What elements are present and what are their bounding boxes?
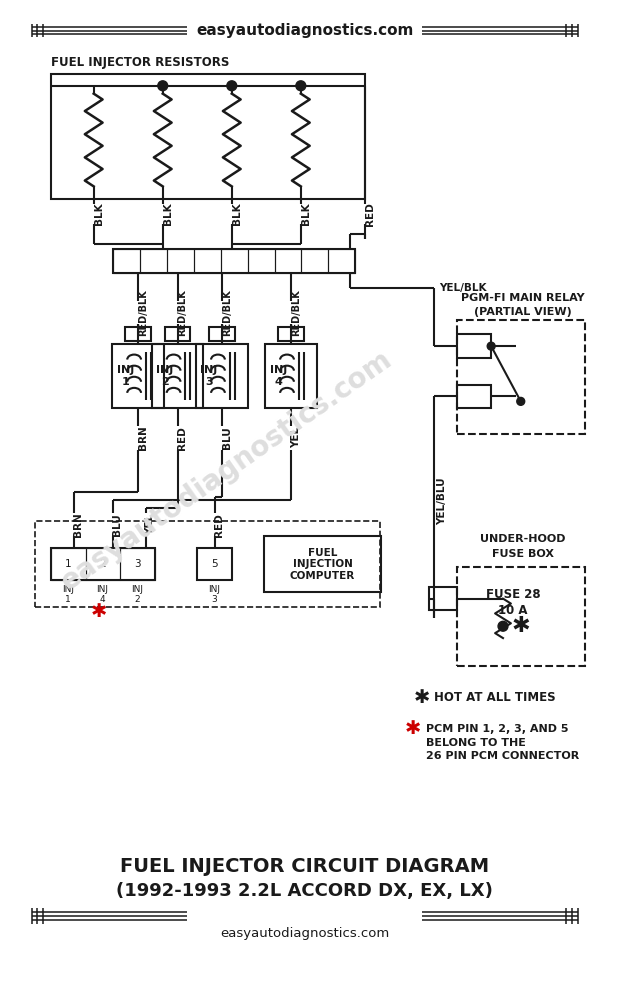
Circle shape bbox=[227, 81, 237, 91]
Bar bbox=[248, 249, 274, 273]
Text: ✱: ✱ bbox=[414, 688, 431, 707]
Bar bbox=[265, 536, 381, 592]
Text: BLK: BLK bbox=[301, 203, 311, 225]
Text: BLK: BLK bbox=[94, 203, 104, 225]
Text: easyautodiagnostics.com: easyautodiagnostics.com bbox=[196, 23, 413, 38]
Bar bbox=[86, 548, 121, 580]
Bar bbox=[114, 249, 140, 273]
Text: YEL/BLU: YEL/BLU bbox=[437, 477, 447, 525]
Text: INJ
1: INJ 1 bbox=[117, 365, 134, 387]
Bar bbox=[457, 385, 491, 408]
Text: FUSE 28: FUSE 28 bbox=[486, 588, 540, 601]
Text: RED/BLK: RED/BLK bbox=[222, 289, 232, 336]
Text: 2: 2 bbox=[99, 559, 106, 569]
Text: INJ
2: INJ 2 bbox=[131, 585, 143, 604]
Text: INJ
3: INJ 3 bbox=[200, 365, 218, 387]
Text: 26 PIN PCM CONNECTOR: 26 PIN PCM CONNECTOR bbox=[426, 751, 579, 761]
Text: (PARTIAL VIEW): (PARTIAL VIEW) bbox=[474, 307, 572, 317]
Bar bbox=[457, 567, 585, 666]
Text: (1992-1993 2.2L ACCORD DX, EX, LX): (1992-1993 2.2L ACCORD DX, EX, LX) bbox=[116, 882, 493, 900]
Text: RED/BLK: RED/BLK bbox=[291, 289, 301, 336]
Bar bbox=[209, 327, 235, 341]
Text: ✱: ✱ bbox=[512, 616, 530, 636]
Bar bbox=[197, 548, 232, 580]
Bar bbox=[429, 587, 457, 610]
Bar bbox=[457, 320, 585, 434]
Text: 10 A: 10 A bbox=[498, 604, 528, 617]
Bar bbox=[121, 548, 155, 580]
Text: PCM PIN 1, 2, 3, AND 5: PCM PIN 1, 2, 3, AND 5 bbox=[426, 724, 569, 734]
Bar bbox=[165, 327, 190, 341]
Text: BRN: BRN bbox=[73, 512, 83, 537]
Text: HOT AT ALL TIMES: HOT AT ALL TIMES bbox=[434, 691, 556, 704]
Text: RED/BLK: RED/BLK bbox=[138, 289, 148, 336]
Bar bbox=[197, 344, 248, 408]
Bar bbox=[457, 334, 491, 358]
Circle shape bbox=[487, 342, 495, 350]
Text: UNDER-HOOD: UNDER-HOOD bbox=[480, 534, 565, 544]
Circle shape bbox=[296, 81, 306, 91]
Text: BLK: BLK bbox=[232, 203, 242, 225]
Bar bbox=[51, 548, 86, 580]
Bar bbox=[302, 249, 328, 273]
Text: 3: 3 bbox=[133, 559, 140, 569]
Text: PGM-FI MAIN RELAY: PGM-FI MAIN RELAY bbox=[461, 293, 585, 303]
Circle shape bbox=[498, 621, 508, 631]
Text: YEL: YEL bbox=[291, 427, 301, 448]
Text: INJ
1: INJ 1 bbox=[62, 585, 74, 604]
Text: FUSE BOX: FUSE BOX bbox=[492, 549, 554, 559]
Text: FUEL
INJECTION
COMPUTER: FUEL INJECTION COMPUTER bbox=[290, 548, 355, 581]
Bar bbox=[114, 249, 355, 273]
Text: 5: 5 bbox=[211, 559, 218, 569]
Bar bbox=[221, 249, 248, 273]
Text: INJ
3: INJ 3 bbox=[208, 585, 220, 604]
Bar bbox=[265, 344, 316, 408]
Text: FUEL INJECTOR RESISTORS: FUEL INJECTOR RESISTORS bbox=[51, 56, 230, 69]
Text: YEL/BLK: YEL/BLK bbox=[439, 283, 486, 293]
Bar bbox=[278, 327, 304, 341]
Text: BRN: BRN bbox=[138, 425, 148, 450]
Text: easyautodiagnostics.com: easyautodiagnostics.com bbox=[220, 927, 389, 940]
Bar bbox=[35, 521, 379, 607]
Text: YEL: YEL bbox=[145, 514, 155, 535]
Bar bbox=[328, 249, 355, 273]
Text: RED: RED bbox=[214, 513, 224, 537]
Text: ✱: ✱ bbox=[404, 719, 421, 738]
Text: FUEL INJECTOR CIRCUIT DIAGRAM: FUEL INJECTOR CIRCUIT DIAGRAM bbox=[120, 857, 489, 876]
Text: easyautodiagnostics.com: easyautodiagnostics.com bbox=[56, 345, 398, 596]
Text: ✱: ✱ bbox=[90, 602, 107, 621]
Text: BLU: BLU bbox=[222, 426, 232, 449]
Bar bbox=[125, 327, 151, 341]
Bar bbox=[194, 249, 221, 273]
Text: BLU: BLU bbox=[112, 513, 122, 536]
Bar bbox=[167, 249, 194, 273]
Bar bbox=[112, 344, 164, 408]
Bar bbox=[51, 548, 155, 580]
Text: BELONG TO THE: BELONG TO THE bbox=[426, 738, 526, 748]
Circle shape bbox=[517, 397, 525, 405]
Text: RED: RED bbox=[177, 426, 187, 450]
Text: INJ
2: INJ 2 bbox=[156, 365, 173, 387]
Text: INJ
4: INJ 4 bbox=[96, 585, 109, 604]
Bar bbox=[51, 74, 365, 199]
Circle shape bbox=[158, 81, 167, 91]
Text: BLK: BLK bbox=[163, 203, 172, 225]
Bar bbox=[140, 249, 167, 273]
Bar bbox=[152, 344, 203, 408]
Text: RED/BLK: RED/BLK bbox=[177, 289, 187, 336]
Text: 1: 1 bbox=[65, 559, 71, 569]
Text: RED: RED bbox=[365, 202, 375, 226]
Bar bbox=[274, 249, 302, 273]
Text: INJ
4: INJ 4 bbox=[269, 365, 287, 387]
